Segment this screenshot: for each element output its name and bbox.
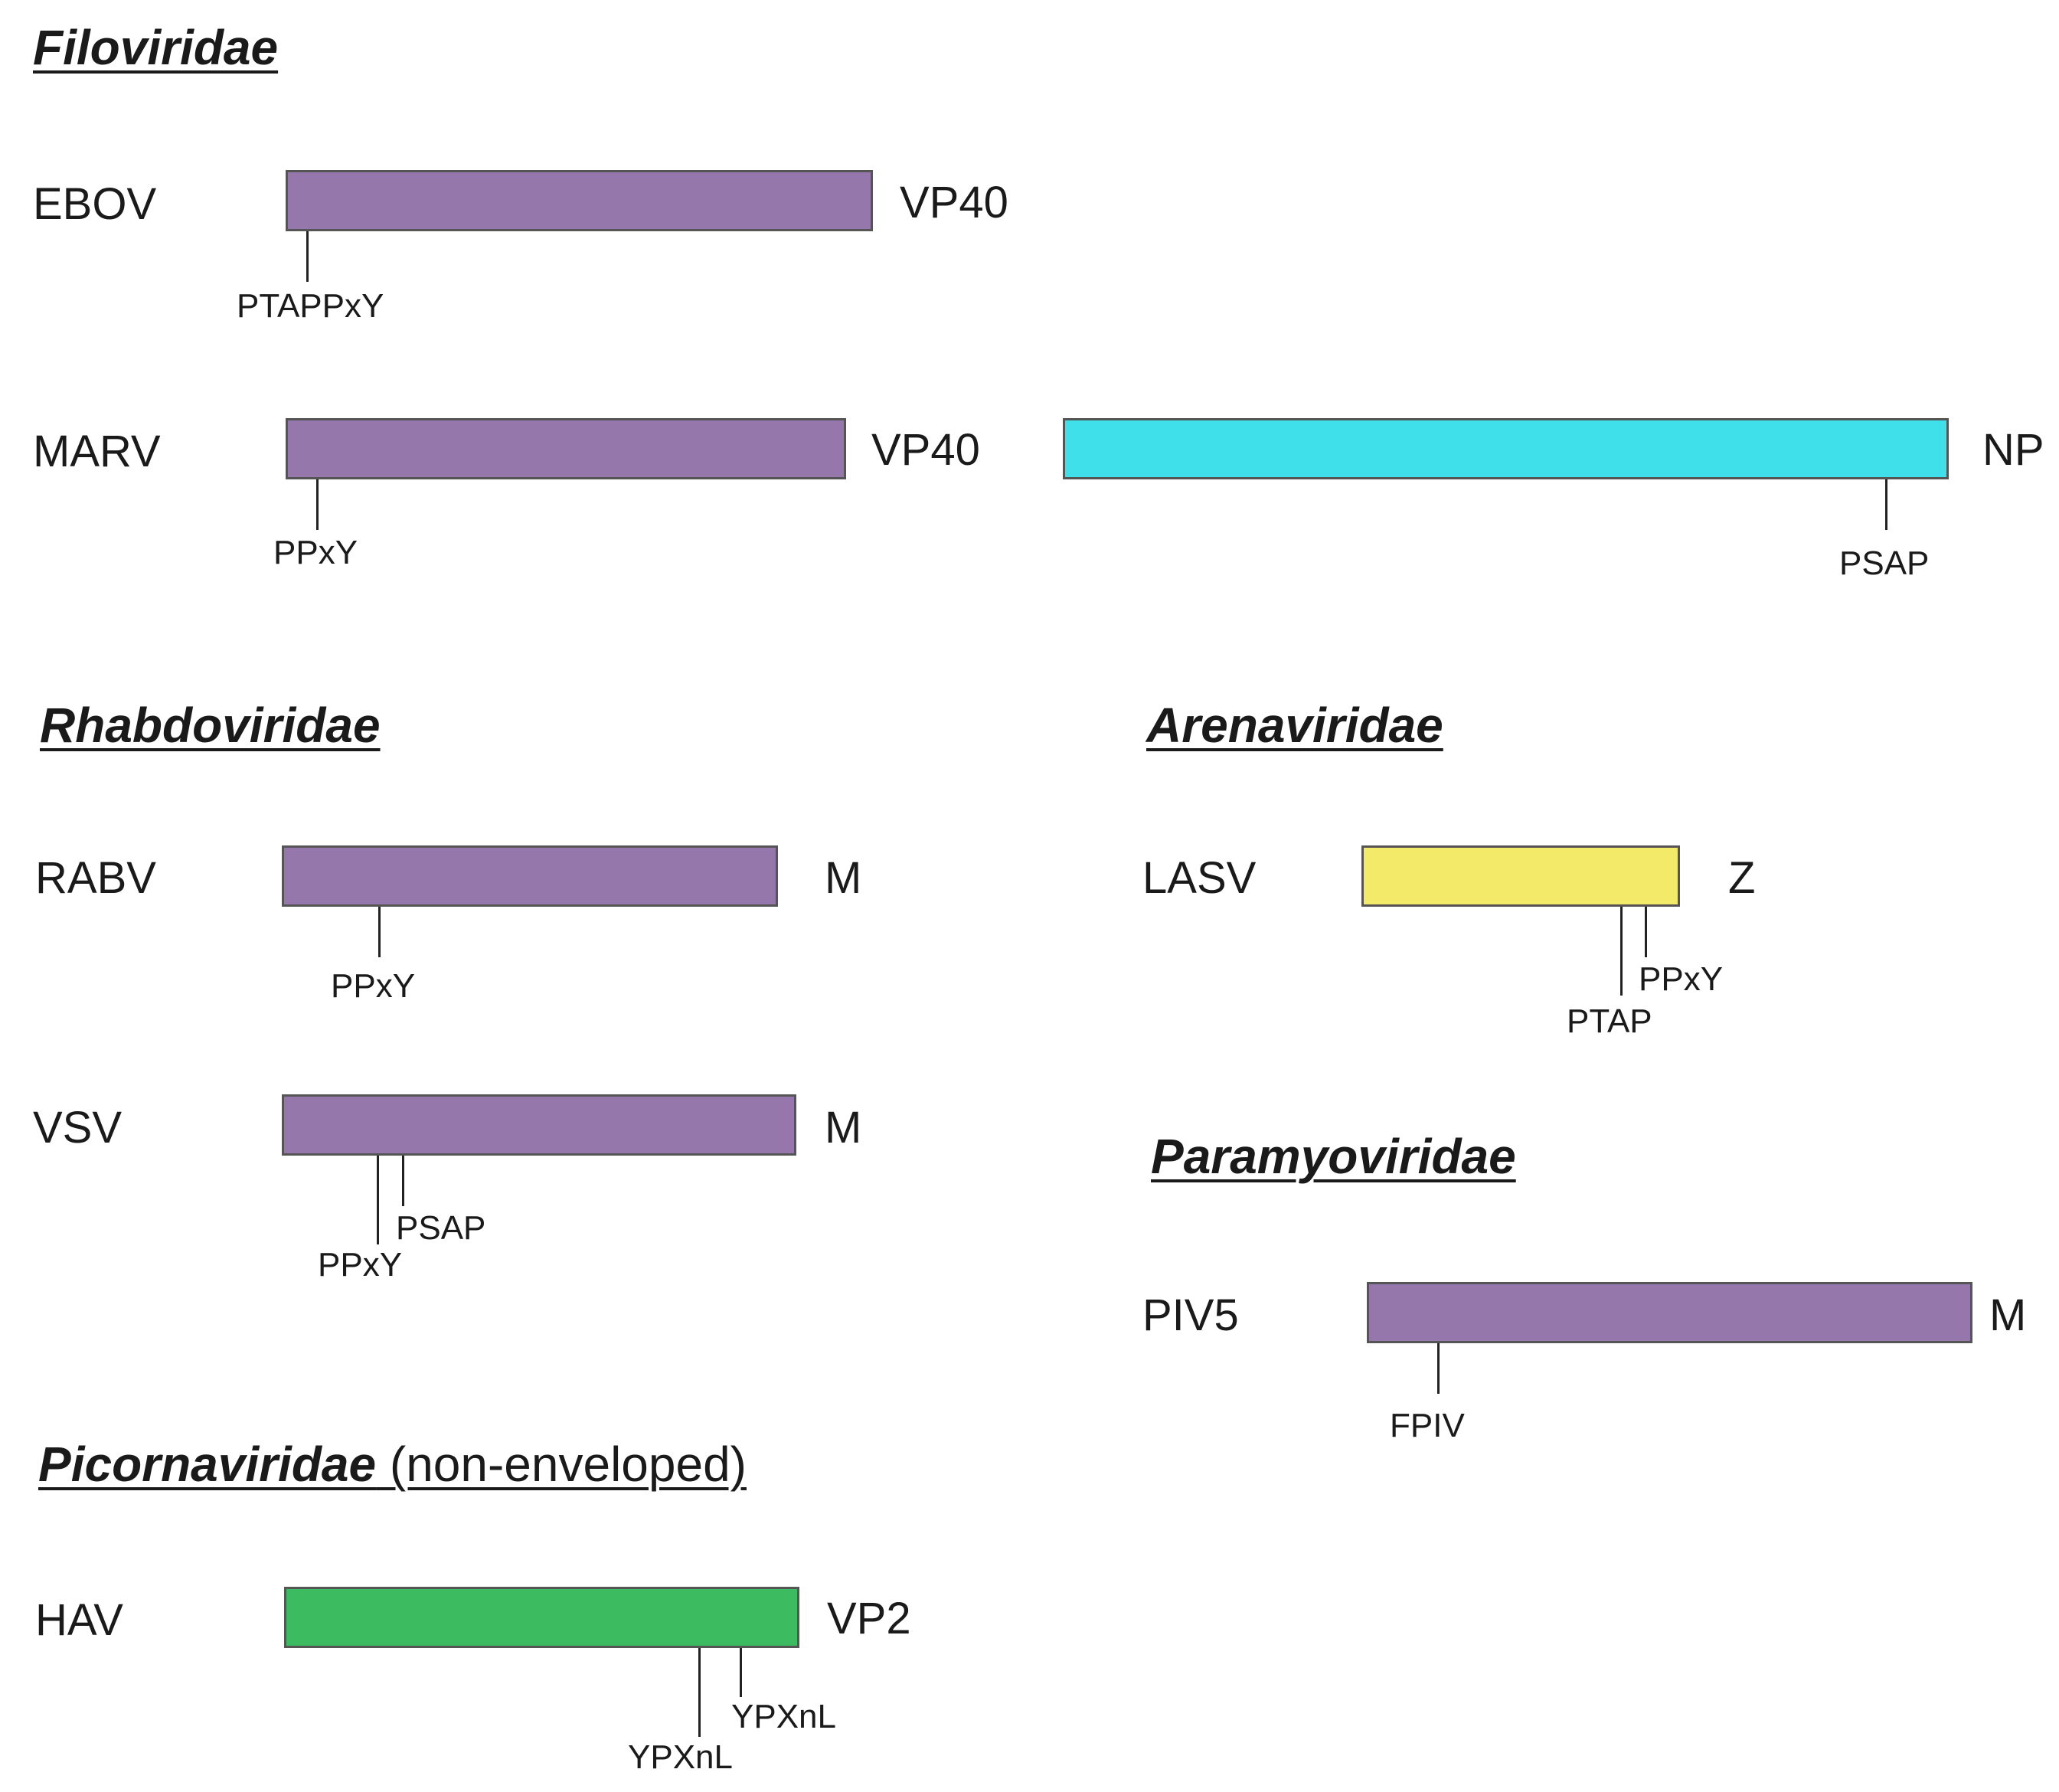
protein-bar-ebov-vp40 [286,170,873,231]
protein-bar-marv-np [1063,418,1949,479]
protein-bar-piv5-m [1367,1282,1972,1343]
family-name: Picornaviridae [38,1437,377,1492]
family-heading-arenaviridae: Arenaviridae [1146,701,1443,750]
protein-bar-lasv-z [1361,845,1680,907]
motif-tick-hav-ypxnl-1 [698,1648,701,1737]
virus-label-hav: HAV [35,1595,123,1645]
family-name: Filoviridae [33,20,279,75]
motif-label-marv-ppxy: PPxY [273,534,358,571]
protein-label-marv-vp40: VP40 [871,425,980,475]
family-heading-paramyoviridae: Paramyoviridae [1151,1132,1516,1181]
protein-bar-hav-vp2 [284,1587,799,1648]
virus-label-ebov: EBOV [33,179,157,229]
protein-label-rabv-m: M [825,853,862,903]
virus-label-lasv: LASV [1142,853,1257,903]
motif-label-vsv-psap: PSAP [396,1209,486,1247]
virus-label-vsv: VSV [33,1103,123,1153]
protein-label-lasv-z: Z [1728,853,1756,903]
motif-tick-marv-ppxy [316,479,319,530]
motif-label-lasv-ppxy: PPxY [1639,960,1724,998]
virus-label-piv5: PIV5 [1142,1290,1239,1340]
family-name: Arenaviridae [1146,698,1443,753]
motif-tick-ebov-ptappxy [306,231,309,282]
motif-label-hav-ypxnl-1: YPXnL [628,1738,733,1776]
family-heading-picornaviridae: Picornaviridae (non-enveloped) [38,1440,747,1489]
motif-label-marv-psap: PSAP [1839,544,1930,582]
protein-label-ebov-vp40: VP40 [900,178,1008,227]
family-name: Paramyoviridae [1151,1129,1516,1184]
family-heading-rhabdoviridae: Rhabdoviridae [40,701,381,750]
protein-label-hav-vp2: VP2 [827,1594,911,1643]
protein-bar-rabv-m [282,845,778,907]
motif-tick-piv5-fpiv [1437,1343,1440,1394]
motif-tick-vsv-ppxy [377,1156,379,1244]
motif-tick-rabv-ppxy [378,907,381,957]
motif-label-lasv-ptap: PTAP [1567,1002,1652,1040]
family-name: Rhabdoviridae [40,698,381,753]
motif-label-vsv-ppxy: PPxY [318,1246,403,1284]
virus-label-rabv: RABV [35,853,156,903]
motif-label-ebov-ptappxy: PTAPPxY [237,287,384,325]
motif-tick-lasv-ppxy [1645,907,1647,957]
motif-label-hav-ypxnl-2: YPXnL [731,1698,836,1735]
motif-tick-lasv-ptap [1620,907,1623,996]
protein-label-marv-np: NP [1982,425,2044,475]
motif-label-piv5-fpiv: FPIV [1390,1407,1465,1444]
protein-bar-vsv-m [282,1094,796,1156]
motif-tick-vsv-psap [402,1156,404,1206]
protein-bar-marv-vp40 [286,418,846,479]
protein-label-piv5-m: M [1989,1290,2027,1340]
virus-label-marv: MARV [33,427,161,476]
motif-tick-marv-psap [1885,479,1887,530]
family-suffix: (non-enveloped) [376,1437,747,1492]
protein-label-vsv-m: M [825,1103,862,1153]
motif-label-rabv-ppxy: PPxY [331,967,416,1005]
family-heading-filoviridae: Filoviridae [33,23,278,72]
motif-tick-hav-ypxnl-2 [740,1648,742,1697]
